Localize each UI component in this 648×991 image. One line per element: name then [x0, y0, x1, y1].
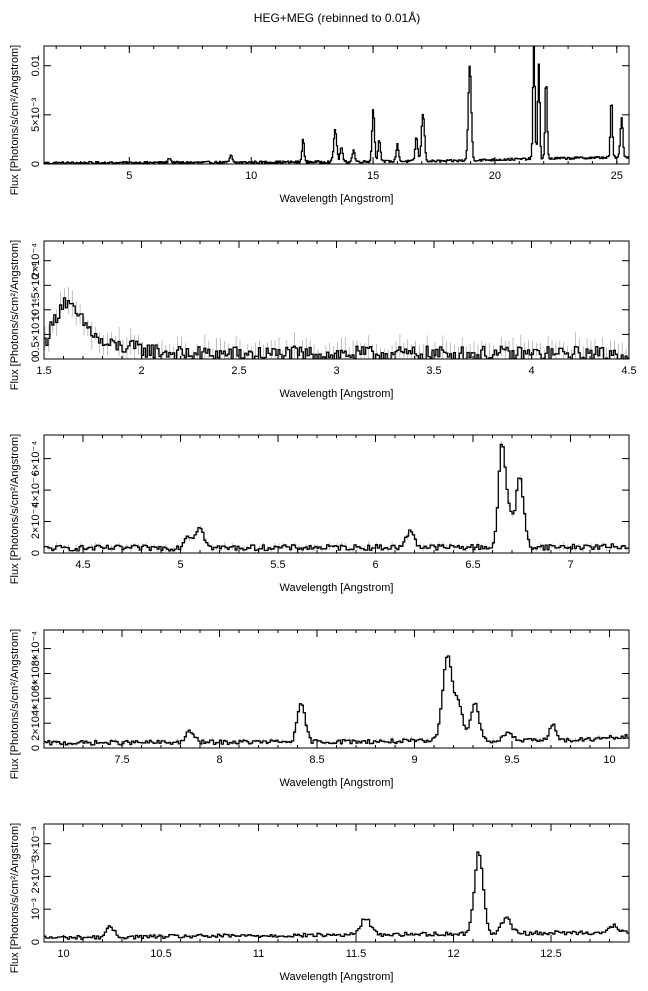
x-tick-label: 11 [253, 948, 264, 960]
x-tick-label: 15 [367, 170, 379, 182]
x-tick-label: 9.5 [504, 754, 519, 766]
x-tick-label: 10 [245, 170, 257, 182]
y-axis-label: Flux [Photons/s/cm²/Angstrom] [9, 240, 21, 390]
x-tick-label: 5 [177, 559, 183, 571]
panel-5: 10 10.5 11 11.5 12 12.5 0 10⁻³ 2×10⁻³3×10⁻³ Wavel… [9, 823, 630, 983]
x-tick-label: 10 [57, 948, 69, 960]
x-tick-label: 4.5 [621, 365, 636, 377]
x-tick-label: 5 [126, 170, 132, 182]
x-tick-label: 4.5 [75, 559, 90, 571]
x-tick-label: 25 [611, 170, 623, 182]
plot-frame [43, 434, 630, 554]
y-tick-label: 0 [30, 161, 42, 167]
plot-area [44, 655, 629, 748]
tick-marks [43, 435, 630, 554]
y-tick-label: 6×10⁻⁴ [30, 441, 42, 477]
x-tick-label: 9 [411, 754, 417, 766]
plot-frame [43, 823, 630, 943]
y-tick-label: 4×10⁻⁴ [30, 472, 42, 508]
panel-3: 4.5 5 5.5 6 6.5 7 0 2×10⁻⁴4×10⁻⁴6×10⁻⁴ Wavelengt… [9, 434, 630, 594]
plot-area [44, 46, 629, 164]
panel-2: 1.5 2 2.5 3 3.5 4 4.5 00.5×10⁻⁴10⁻⁴1.5×10⁻⁴2×10… [9, 240, 637, 400]
y-tick-label: 0.5×10⁻⁴ [30, 312, 42, 357]
y-tick-label: 6×10⁻⁴ [30, 656, 42, 692]
x-tick-label: 7 [567, 559, 573, 571]
x-tick-label: 3 [333, 365, 339, 377]
y-tick-label: 1.5×10⁻⁴ [30, 263, 42, 308]
x-axis-label: Wavelength [Angstrom] [280, 582, 394, 594]
y-tick-label: 10⁻⁴ [30, 298, 42, 321]
plot-area [44, 287, 629, 359]
y-tick-label: 0 [30, 939, 42, 945]
spectrum-series [44, 443, 629, 552]
y-tick-label: 10⁻³ [30, 898, 42, 920]
x-tick-label: 7.5 [114, 754, 129, 766]
y-tick-label: 3×10⁻³ [30, 826, 42, 861]
y-axis-label: Flux [Photons/s/cm²/Angstrom] [9, 823, 21, 973]
y-tick-label: 4×10⁻⁴ [30, 680, 42, 716]
y-axis-label: Flux [Photons/s/cm²/Angstrom] [9, 434, 21, 584]
y-tick-label: 2×10⁻⁴ [30, 504, 42, 540]
x-tick-label: 10.5 [150, 948, 171, 960]
error-bars [44, 851, 627, 941]
x-axis-label: Wavelength [Angstrom] [280, 193, 394, 205]
x-tick-label: 3.5 [426, 365, 441, 377]
x-tick-label: 12.5 [540, 948, 561, 960]
tick-marks [43, 241, 630, 360]
x-tick-label: 1.5 [36, 365, 51, 377]
x-tick-label: 5.5 [270, 559, 285, 571]
plot-area [44, 440, 629, 553]
x-tick-label: 20 [489, 170, 501, 182]
x-axis-label: Wavelength [Angstrom] [280, 777, 394, 789]
panel-4: 7.5 8 8.5 9 9.5 10 0 2×10⁻⁴4×10⁻⁴6×10⁻⁴8×10⁻⁴ Wa… [9, 629, 630, 789]
y-tick-label: 0 [30, 745, 42, 751]
plot-frame [43, 629, 630, 749]
x-tick-label: 2.5 [231, 365, 246, 377]
tick-marks [44, 46, 629, 165]
tick-marks [43, 630, 630, 749]
error-bars [44, 440, 627, 553]
error-bars [44, 287, 627, 359]
y-tick-label: 0 [30, 550, 42, 556]
x-tick-label: 4 [528, 365, 534, 377]
tick-marks [43, 824, 630, 943]
error-bars [44, 655, 627, 748]
x-tick-label: 6 [372, 559, 378, 571]
x-tick-label: 8.5 [309, 754, 324, 766]
y-tick-label: 0 [30, 356, 42, 362]
plot-area [44, 851, 629, 941]
x-tick-label: 11.5 [346, 948, 367, 960]
x-tick-label: 8 [216, 754, 222, 766]
y-axis-label: Flux [Photons/s/cm²/Angstrom] [9, 629, 21, 779]
x-tick-label: 10 [603, 754, 615, 766]
spectrum-series [44, 46, 629, 164]
x-tick-label: 12 [447, 948, 459, 960]
x-axis-label: Wavelength [Angstrom] [280, 971, 394, 983]
y-tick-label: 8×10⁻⁴ [30, 631, 42, 667]
y-tick-label: 2×10⁻⁴ [30, 705, 42, 741]
plot-frame [43, 45, 630, 165]
y-tick-label: 5×10⁻³ [30, 97, 42, 132]
panel-1: 5 10 15 20 25 0 5×10⁻³ 0.01 Wavelength [Angstrom… [9, 45, 630, 205]
x-tick-label: 2 [138, 365, 144, 377]
y-tick-label: 2×10⁻³ [30, 859, 42, 894]
spectrum-series [44, 297, 629, 359]
y-tick-label: 2×10⁻⁴ [30, 243, 42, 279]
spectrum-series [44, 851, 629, 940]
spectrum-series [44, 655, 629, 746]
x-tick-label: 6.5 [465, 559, 480, 571]
x-axis-label: Wavelength [Angstrom] [280, 388, 394, 400]
figure-title: HEG+MEG (rebinned to 0.01Å) [254, 10, 420, 25]
y-axis-label: Flux [Photons/s/cm²/Angstrom] [9, 45, 21, 195]
y-tick-label: 0.01 [30, 55, 42, 76]
